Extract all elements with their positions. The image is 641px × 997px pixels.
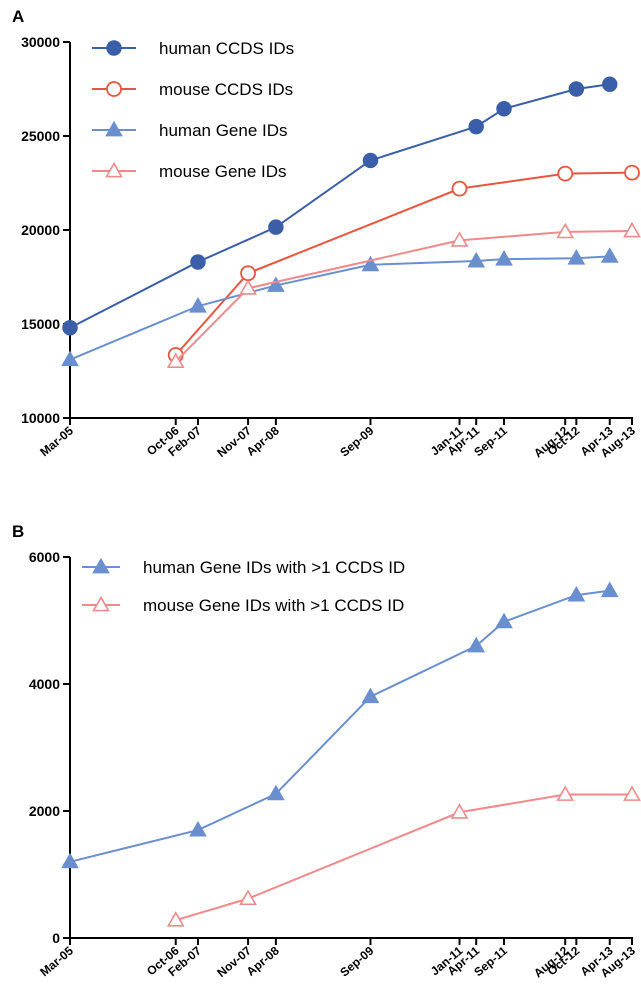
data-point [556, 222, 575, 239]
data-point [623, 785, 641, 801]
legend-label: mouse CCDS IDs [159, 80, 293, 99]
x-tick-label: Sep-09 [337, 423, 376, 459]
legend-marker [105, 120, 123, 137]
legend-label: mouse Gene IDs [159, 162, 287, 181]
legend-entry: human Gene IDs [92, 120, 288, 140]
data-point [450, 803, 469, 819]
data-point [361, 255, 380, 272]
data-point [624, 164, 640, 181]
data-point [166, 352, 185, 369]
data-point [600, 247, 619, 263]
data-point [189, 820, 207, 837]
y-tick-label: 4000 [29, 676, 60, 692]
series-line [69, 255, 610, 361]
data-point [61, 852, 79, 869]
x-tick-label: Mar-05 [37, 943, 76, 979]
y-tick-label: 6000 [29, 549, 60, 565]
panel-label: B [12, 522, 24, 541]
x-tick-label: Apr-08 [244, 423, 282, 458]
legend-marker [106, 40, 122, 56]
legend-label: human Gene IDs with >1 CCDS ID [143, 558, 405, 577]
series-mouse-gene-ids [166, 221, 641, 369]
x-tick-label: Mar-05 [37, 423, 76, 459]
data-point [189, 297, 207, 313]
data-point [468, 118, 484, 135]
data-point [467, 636, 486, 653]
x-tick-label: Sep-09 [337, 943, 376, 979]
data-point [567, 249, 586, 265]
data-point [267, 276, 285, 292]
series-mouse-ccds-ids [167, 164, 640, 363]
legend-entry: mouse CCDS IDs [92, 80, 293, 99]
data-point [239, 889, 257, 906]
y-tick-label: 0 [52, 930, 60, 946]
data-point [239, 279, 257, 295]
legend-entry: mouse Gene IDs with >1 CCDS ID [82, 595, 404, 615]
legend-label: human CCDS IDs [159, 39, 294, 58]
data-point [190, 254, 206, 270]
y-tick-label: 30000 [21, 34, 60, 50]
data-point [361, 687, 380, 704]
x-tick-label: Apr-08 [244, 943, 282, 978]
data-point [451, 180, 468, 197]
series-line [69, 589, 610, 863]
series-mouse-gene-ids-with-1-ccds-id [166, 785, 641, 927]
data-point [568, 81, 585, 97]
legend-label: mouse Gene IDs with >1 CCDS ID [143, 596, 404, 615]
data-point [362, 152, 379, 169]
legend-marker [106, 81, 122, 97]
data-point [567, 585, 586, 602]
data-point [495, 612, 513, 629]
data-point [62, 320, 78, 336]
data-point [450, 231, 469, 247]
legend-entry: human CCDS IDs [92, 39, 294, 58]
series-human-gene-ids [61, 247, 619, 367]
series-human-gene-ids-with-1-ccds-id [61, 581, 619, 869]
panel-label: A [12, 7, 24, 26]
y-tick-label: 25000 [21, 128, 60, 144]
data-point [268, 219, 284, 235]
legend-entry: human Gene IDs with >1 CCDS ID [82, 557, 405, 577]
data-point [623, 221, 641, 238]
y-tick-label: 15000 [21, 316, 60, 332]
legend-marker [92, 595, 110, 612]
data-point [240, 265, 256, 282]
data-point [61, 350, 79, 367]
data-point [495, 250, 513, 266]
data-point [601, 76, 618, 93]
y-tick-label: 20000 [21, 222, 60, 238]
series-line [175, 229, 633, 363]
legend-label: human Gene IDs [159, 121, 288, 140]
y-tick-label: 2000 [29, 803, 60, 819]
legend-marker [105, 161, 123, 178]
data-point [600, 581, 619, 598]
series-human-ccds-ids [62, 76, 618, 336]
data-point [496, 100, 512, 117]
series-line [69, 83, 610, 329]
data-point [556, 785, 575, 801]
legend-entry: mouse Gene IDs [92, 161, 287, 181]
data-point [267, 784, 285, 801]
data-point [166, 911, 185, 927]
data-point [467, 251, 486, 268]
legend-marker [92, 557, 110, 574]
y-tick-label: 10000 [21, 410, 60, 426]
data-point [557, 165, 574, 182]
